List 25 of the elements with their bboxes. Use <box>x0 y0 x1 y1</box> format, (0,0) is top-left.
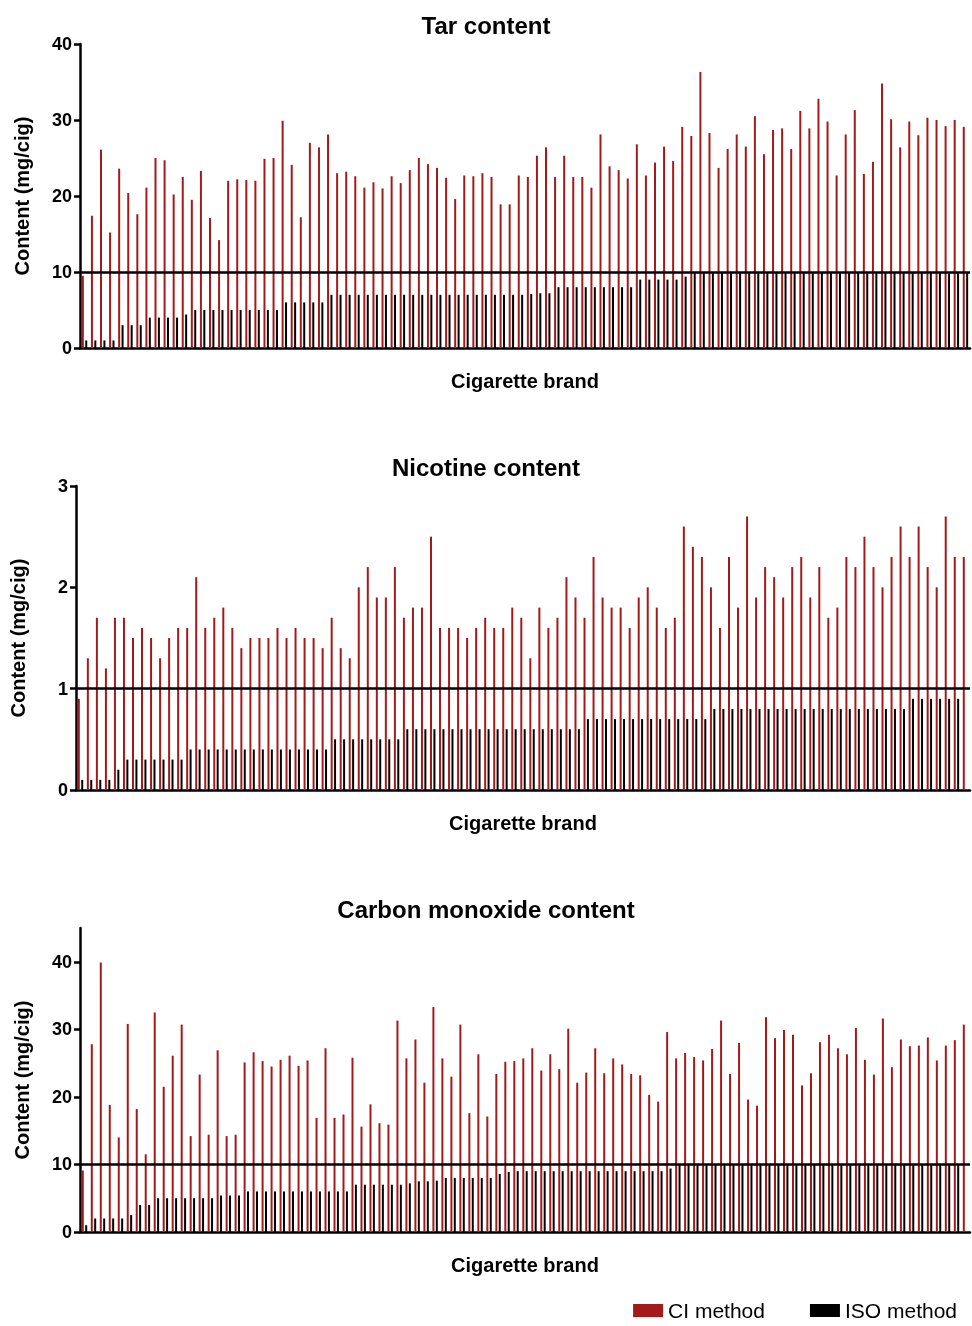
x-axis-title: Cigarette brand <box>449 812 597 834</box>
y-tick-label: 0 <box>57 780 68 800</box>
chart-title: Tar content <box>421 11 551 39</box>
y-axis-title: Content (mg/cig) <box>11 1000 33 1160</box>
chart-title: Carbon monoxide content <box>337 895 635 923</box>
y-axis-title: Content (mg/cig) <box>11 116 33 276</box>
y-tick-label: 2 <box>57 577 68 598</box>
y-tick-label: 40 <box>51 951 72 972</box>
y-tick-label: 10 <box>51 1154 72 1175</box>
y-tick-label: 40 <box>51 34 72 54</box>
y-tick-label: 30 <box>51 110 72 130</box>
y-tick-label: 1 <box>57 678 68 699</box>
x-axis-title: Cigarette brand <box>451 370 599 392</box>
x-axis-title: Cigarette brand <box>451 1254 599 1276</box>
chart-title: Nicotine content <box>391 453 581 481</box>
legend-label: CI method <box>668 1299 765 1322</box>
y-tick-label: 30 <box>51 1019 72 1040</box>
legend-label: ISO method <box>844 1299 958 1322</box>
y-tick-label: 0 <box>61 338 72 358</box>
y-tick-label: 10 <box>51 262 72 282</box>
y-tick-label: 3 <box>57 476 68 496</box>
y-tick-label: 20 <box>51 186 72 206</box>
y-tick-label: 0 <box>61 1222 72 1242</box>
y-axis-title: Content (mg/cig) <box>7 558 29 718</box>
y-tick-label: 20 <box>51 1086 72 1107</box>
